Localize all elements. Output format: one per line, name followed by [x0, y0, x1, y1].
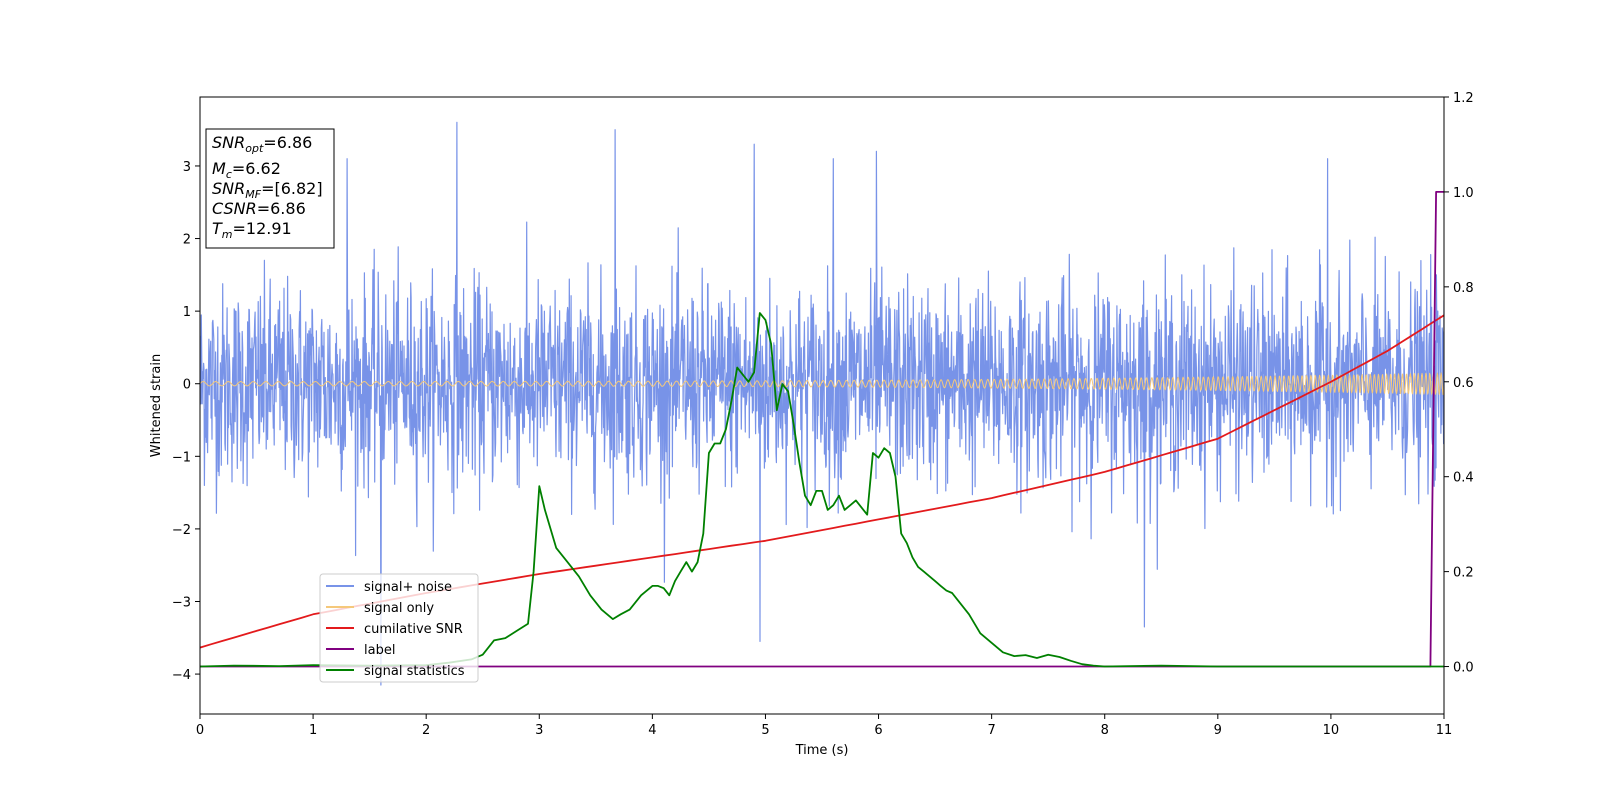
- x-tick-label: 3: [535, 723, 543, 738]
- legend-entry-label: signal statistics: [364, 664, 465, 679]
- x-tick-label: 4: [648, 723, 656, 738]
- legend: signal+ noise signal only cumilative SNR la…: [319, 573, 479, 683]
- series-line-signal-statistics: [200, 312, 1444, 668]
- y-left-tick-label: −2: [172, 523, 191, 538]
- x-tick-label: 7: [987, 723, 995, 738]
- x-axis-label: Time (s): [795, 743, 849, 758]
- legend-entry-label: signal only: [364, 601, 434, 616]
- x-tick-label: 10: [1323, 723, 1340, 738]
- x-tick-label: 6: [874, 723, 882, 738]
- info-csnr: CSNR=6.86: [212, 199, 306, 218]
- series-line-label: [200, 191, 1444, 668]
- y-left-tick-label: 0: [183, 378, 191, 393]
- info-tm: Tm=12.91: [212, 219, 292, 241]
- series-line-signal-only: [200, 372, 1444, 396]
- y-left-tick-label: 2: [183, 233, 191, 248]
- y-right-tick-label: 1.2: [1453, 91, 1474, 106]
- x-tick-label: 1: [309, 723, 317, 738]
- y-right-tick-label: 0.4: [1453, 471, 1474, 486]
- info-chirp-mass: Mc=6.62: [212, 159, 281, 181]
- y-right-tick-label: 1.0: [1453, 186, 1474, 201]
- legend-entry-label: cumilative SNR: [364, 622, 463, 637]
- axes-frame: [199, 96, 1445, 715]
- x-tick-label: 2: [422, 723, 430, 738]
- y-right-tick-label: 0.6: [1453, 376, 1474, 391]
- legend-frame: [319, 573, 479, 683]
- legend-entry-label: signal+ noise: [364, 580, 452, 595]
- info-box-frame: [205, 128, 335, 249]
- x-tick-label: 9: [1214, 723, 1222, 738]
- series-line-signal-noise: [200, 121, 1444, 686]
- y-left-tick-label: −4: [172, 668, 191, 683]
- x-tick-label: 11: [1436, 723, 1453, 738]
- y-left-tick-label: 1: [183, 305, 191, 320]
- legend-entry-label: label: [364, 643, 395, 658]
- info-box: SNRopt=6.86 Mc=6.62 SNRMF=[6.82] CSNR=6.…: [205, 128, 335, 249]
- y-left-tick-label: −3: [172, 595, 191, 610]
- y-right-tick-label: 0.2: [1453, 566, 1474, 581]
- y-right-tick-label: 0.0: [1453, 661, 1474, 676]
- info-snr-mf: SNRMF=[6.82]: [212, 179, 323, 201]
- y-left-tick-label: 3: [183, 160, 191, 175]
- axis-ticks: 0 1 2 3 4 5 6 7 8 9 10 11 −4 −3 −2 −1 0 1 2 3 0.0 0.2 0.4 0.6 0.…: [172, 91, 1474, 738]
- y-left-tick-label: −1: [172, 450, 191, 465]
- y-right-tick-label: 0.8: [1453, 281, 1474, 296]
- x-tick-label: 5: [761, 723, 769, 738]
- x-tick-label: 8: [1101, 723, 1109, 738]
- y-axis-label: Whitened strain: [149, 354, 164, 457]
- x-tick-label: 0: [196, 723, 204, 738]
- info-snr-opt: SNRopt=6.86: [212, 133, 312, 155]
